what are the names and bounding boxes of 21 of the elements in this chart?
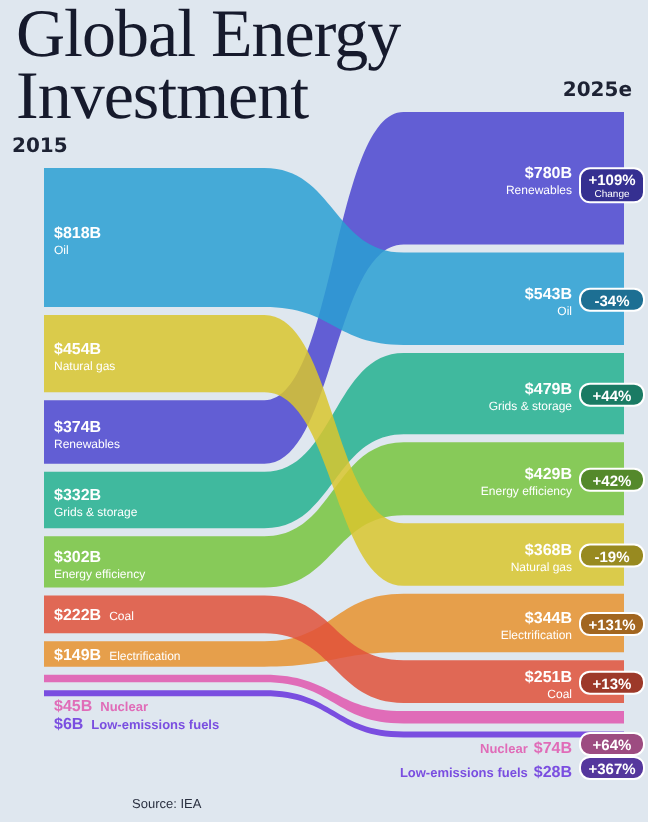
category-label: 2025e bbox=[562, 80, 633, 102]
text: Global Energy Investment bbox=[16, 0, 403, 134]
data-label: $479B bbox=[524, 379, 573, 398]
data-label: $6B bbox=[54, 714, 84, 733]
data-label: $149B bbox=[54, 646, 102, 665]
data-label: $818B bbox=[54, 223, 102, 242]
data-label: $302B bbox=[54, 547, 102, 566]
data-label: $74B bbox=[533, 738, 573, 757]
data-label: $45B bbox=[54, 696, 93, 715]
data-label: $780B bbox=[524, 164, 573, 183]
data-label: $251B bbox=[524, 667, 573, 686]
data-label: $368B bbox=[524, 540, 573, 559]
data-label: $222B bbox=[54, 606, 102, 625]
data-label: $28B bbox=[533, 762, 573, 781]
data-label: $332B bbox=[54, 486, 102, 505]
data-label: $429B bbox=[524, 464, 573, 483]
data-label: $374B bbox=[54, 418, 102, 437]
category-label: 2015 bbox=[12, 136, 68, 158]
data-label: $344B bbox=[524, 609, 573, 628]
data-label: $543B bbox=[524, 284, 573, 303]
data-label: $454B bbox=[54, 339, 102, 358]
